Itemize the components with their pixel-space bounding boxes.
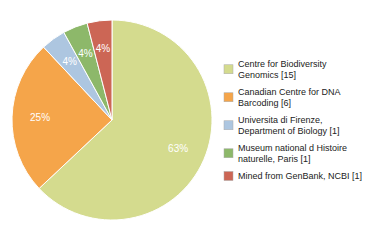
legend-item: Canadian Centre for DNABarcoding [6] — [224, 87, 341, 108]
legend-label: Canadian Centre for DNABarcoding [6] — [238, 87, 341, 108]
legend-label-line: Mined from GenBank, NCBI [1] — [238, 171, 362, 181]
legend-item: Universita di Firenze,Department of Biol… — [224, 115, 340, 135]
legend-item: Museum national d Histoirenaturelle, Par… — [224, 143, 347, 164]
legend-swatch — [224, 172, 233, 181]
legend-label-line: Canadian Centre for DNA — [238, 87, 341, 97]
pie-slice — [87, 20, 112, 120]
legend-label-line: Universita di Firenze, — [238, 115, 323, 125]
legend-swatch — [224, 93, 233, 102]
legend-label-line: Centre for Biodiversity — [238, 59, 327, 69]
legend-item: Mined from GenBank, NCBI [1] — [224, 171, 362, 181]
legend-swatch — [224, 121, 233, 130]
legend-label-line: Barcoding [6] — [238, 98, 291, 108]
legend-label: Mined from GenBank, NCBI [1] — [238, 171, 362, 181]
legend-label-line: Department of Biology [1] — [238, 126, 340, 136]
chart: 63%25%4%4%4%Centre for BiodiversityGenom… — [0, 0, 380, 240]
legend-label: Universita di Firenze,Department of Biol… — [238, 115, 340, 135]
legend-item: Centre for BiodiversityGenomics [15] — [224, 59, 327, 80]
data-label: 63% — [168, 143, 188, 154]
data-label: 4% — [96, 43, 111, 54]
legend-swatch — [224, 65, 233, 74]
legend-label-line: Museum national d Histoire — [238, 143, 347, 153]
legend-label-line: Genomics [15] — [238, 70, 296, 80]
data-label: 25% — [30, 112, 50, 123]
legend-swatch — [224, 149, 233, 158]
legend: Centre for BiodiversityGenomics [15] Cana… — [224, 59, 362, 181]
data-label: 4% — [78, 48, 93, 59]
legend-label: Museum national d Histoirenaturelle, Par… — [238, 143, 347, 164]
data-label: 4% — [62, 56, 77, 67]
pie: 63%25%4%4%4% — [12, 20, 212, 220]
legend-label: Centre for BiodiversityGenomics [15] — [238, 59, 327, 80]
legend-label-line: naturelle, Paris [1] — [238, 154, 311, 164]
